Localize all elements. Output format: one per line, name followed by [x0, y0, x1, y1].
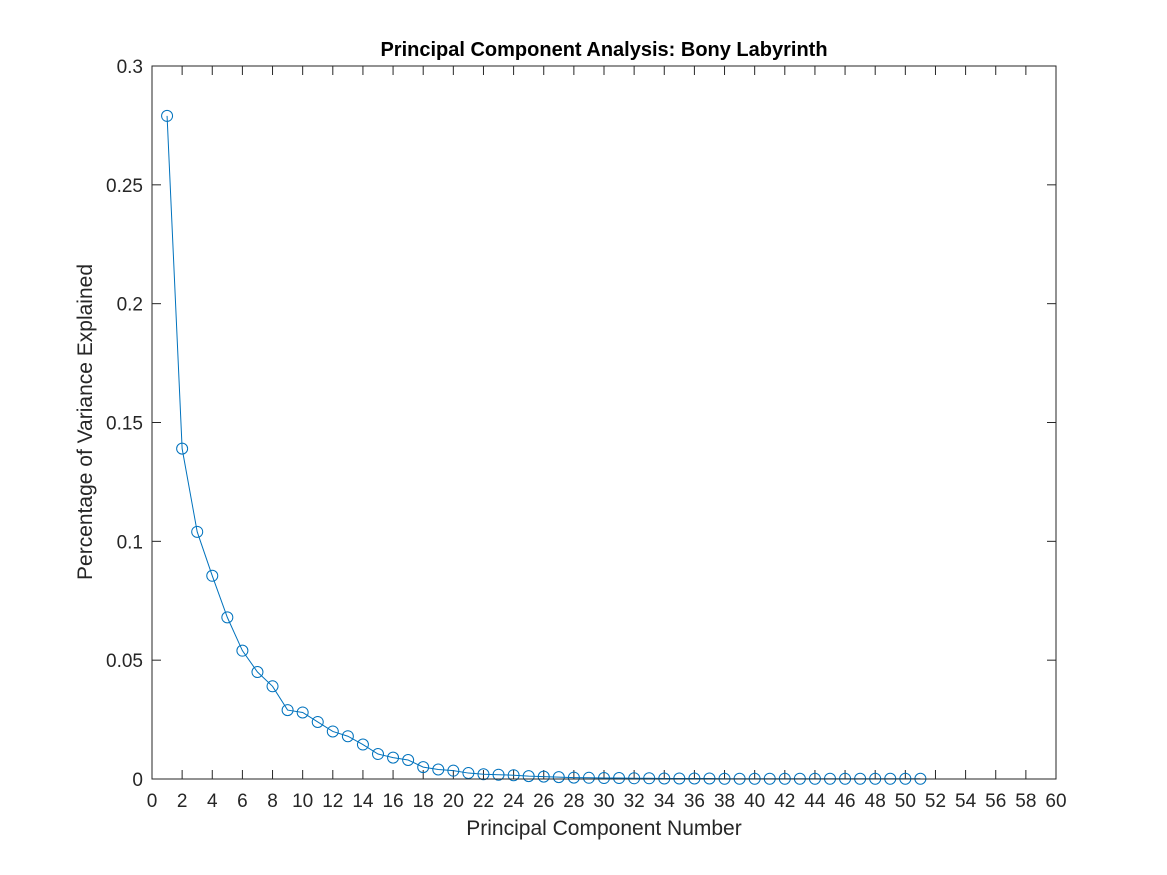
data-point-marker: [613, 772, 626, 785]
y-tick-label: 0: [132, 770, 143, 791]
data-point-marker: [191, 525, 204, 538]
y-tick-label: 0.1: [117, 532, 143, 553]
data-point-marker: [643, 772, 656, 785]
data-point-marker: [221, 611, 234, 624]
data-point-marker: [522, 770, 535, 783]
x-tick-label: 56: [985, 791, 1006, 812]
x-tick-label: 38: [714, 791, 735, 812]
x-tick-label: 36: [684, 791, 705, 812]
x-tick-label: 46: [834, 791, 855, 812]
x-tick-label: 0: [147, 791, 158, 812]
x-tick-label: 44: [804, 791, 826, 812]
data-point-marker: [492, 768, 505, 781]
x-tick-label: 8: [267, 791, 278, 812]
x-tick-label: 18: [413, 791, 434, 812]
x-tick-label: 42: [774, 791, 795, 812]
data-point-marker: [447, 764, 460, 777]
data-point-marker: [236, 644, 249, 657]
data-point-marker: [628, 772, 641, 785]
data-point-marker: [311, 715, 324, 728]
y-tick-label: 0.3: [117, 57, 143, 78]
x-tick-label: 16: [382, 791, 403, 812]
data-point-marker: [507, 769, 520, 782]
x-tick-label: 58: [1015, 791, 1036, 812]
data-point-marker: [567, 771, 580, 784]
y-tick-labels: 0 0.05 0.1 0.15 0.2 0.25 0.3: [106, 57, 143, 791]
x-tick-label: 12: [322, 791, 343, 812]
data-point-marker: [356, 738, 369, 751]
data-point-marker: [582, 771, 595, 784]
x-tick-label: 40: [744, 791, 765, 812]
x-tick-label: 20: [443, 791, 464, 812]
y-axis-label: Percentage of Variance Explained: [74, 264, 97, 580]
y-tick-label: 0.15: [106, 414, 143, 435]
plot-area: [152, 66, 1056, 779]
data-point-marker: [372, 748, 384, 761]
data-point-marker: [176, 442, 189, 455]
data-point-marker: [387, 751, 400, 764]
data-point-marker: [477, 768, 490, 781]
y-tick-label: 0.2: [117, 295, 143, 316]
data-point-marker: [326, 725, 339, 738]
data-point-marker: [598, 772, 610, 785]
data-point-marker: [296, 706, 309, 719]
x-tick-label: 28: [563, 791, 584, 812]
chart-title: Principal Component Analysis: Bony Labyr…: [380, 39, 827, 61]
x-tick-label: 32: [624, 791, 645, 812]
x-tick-label: 10: [292, 791, 313, 812]
data-point-marker: [417, 761, 430, 774]
x-tick-label: 60: [1045, 791, 1066, 812]
x-tick-label: 22: [473, 791, 494, 812]
data-point-marker: [281, 704, 294, 717]
x-tick-label: 30: [593, 791, 614, 812]
x-tick-label: 2: [177, 791, 188, 812]
data-point-marker: [402, 753, 415, 766]
data-point-marker: [552, 771, 565, 784]
x-axis-label: Principal Component Number: [466, 817, 741, 840]
data-point-marker: [266, 680, 279, 693]
x-tick-label: 24: [503, 791, 525, 812]
data-point-marker: [161, 109, 174, 122]
x-tick-label: 6: [237, 791, 248, 812]
y-tick-label: 0.25: [106, 176, 143, 197]
data-point-marker: [206, 569, 219, 582]
x-tick-label: 50: [895, 791, 916, 812]
x-tick-label: 54: [955, 791, 977, 812]
data-point-marker: [341, 730, 354, 743]
data-point-marker: [251, 666, 264, 679]
x-tick-label: 4: [207, 791, 218, 812]
x-tick-label: 14: [352, 791, 374, 812]
x-tick-label: 26: [533, 791, 554, 812]
data-point-marker: [432, 763, 445, 776]
x-tick-labels: 0 2 4 6 8 10 12 14 16 18 20 22 24 26 28 30 32 34 36 38 40 42 4…: [147, 791, 1067, 812]
x-tick-label: 34: [654, 791, 676, 812]
axes-box: [151, 65, 1057, 780]
y-tick-label: 0.05: [106, 651, 143, 672]
data-point-marker: [537, 770, 550, 783]
x-tick-label: 48: [865, 791, 886, 812]
x-tick-label: 52: [925, 791, 946, 812]
